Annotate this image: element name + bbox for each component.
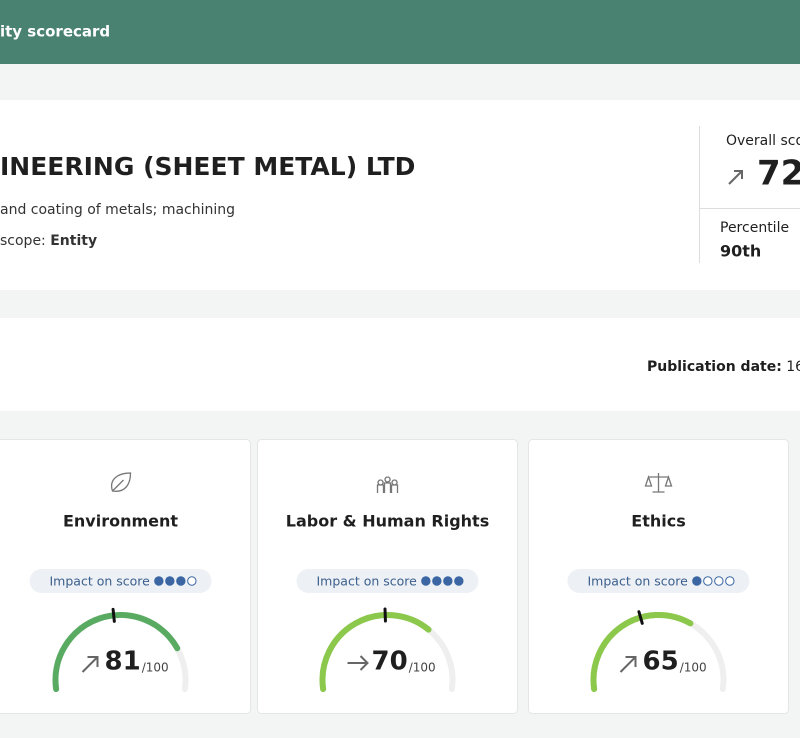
impact-dot bbox=[187, 576, 197, 586]
card-title: Labor & Human Rights bbox=[286, 512, 489, 531]
impact-dot bbox=[725, 576, 735, 586]
card-title: Ethics bbox=[631, 512, 685, 531]
score-max: /100 bbox=[142, 661, 169, 675]
impact-pill bbox=[296, 569, 479, 593]
impact-dot bbox=[154, 576, 164, 586]
card-icon bbox=[644, 473, 673, 493]
gauge-fill bbox=[319, 612, 432, 693]
percentile-value: 90th bbox=[720, 242, 761, 261]
publication-panel bbox=[0, 318, 800, 411]
impact-dot bbox=[692, 576, 702, 586]
impact-pill bbox=[567, 569, 750, 593]
header-title: ity scorecard bbox=[0, 23, 110, 41]
scope-label: scope: Entity bbox=[0, 233, 97, 249]
trend-arrow bbox=[619, 656, 637, 673]
impact-dot bbox=[176, 576, 186, 586]
trend-arrow bbox=[728, 170, 743, 185]
publication: Publication date: 16 J bbox=[647, 359, 800, 375]
impact-dot bbox=[454, 576, 464, 586]
card-icon bbox=[110, 472, 132, 492]
score-max: /100 bbox=[409, 661, 436, 675]
impact-dot bbox=[165, 576, 175, 586]
gauge-marker bbox=[111, 607, 116, 623]
gauge-fill bbox=[590, 612, 694, 693]
cards: Environment Impact on score 81/100 Labor & … bbox=[0, 439, 789, 714]
impact-label: Impact on score bbox=[588, 574, 689, 589]
company-panel bbox=[0, 100, 800, 290]
score: 81 bbox=[105, 647, 141, 677]
impact-dot bbox=[432, 576, 442, 586]
impact-dot bbox=[443, 576, 453, 586]
overall-label: Overall sco bbox=[726, 133, 800, 149]
score: 70 bbox=[372, 647, 408, 677]
score-max: /100 bbox=[680, 661, 707, 675]
header-bar bbox=[0, 0, 800, 64]
publication-date: 16 J bbox=[786, 359, 800, 375]
card-icon bbox=[376, 476, 399, 493]
scope-value: Entity bbox=[50, 233, 97, 249]
card-title: Environment bbox=[63, 512, 178, 531]
impact-dot bbox=[703, 576, 713, 586]
overall-score: 72/ bbox=[757, 154, 800, 194]
impact-pill bbox=[29, 569, 212, 593]
scope-label-text: scope: bbox=[0, 233, 46, 249]
impact-label: Impact on score bbox=[50, 574, 151, 589]
company-name: INEERING (SHEET METAL) LTD bbox=[0, 152, 415, 181]
trend-arrow bbox=[347, 655, 369, 671]
percentile-label: Percentile bbox=[720, 220, 789, 236]
gauge-fill bbox=[52, 612, 181, 693]
impact-dot bbox=[714, 576, 724, 586]
trend-arrow bbox=[81, 656, 99, 673]
impact-dot bbox=[421, 576, 431, 586]
publication-label: Publication date: bbox=[647, 359, 782, 375]
gauge-marker bbox=[637, 610, 644, 625]
score: 65 bbox=[643, 647, 679, 677]
impact-label: Impact on score bbox=[317, 574, 418, 589]
company-activity: and coating of metals; machining bbox=[0, 202, 235, 218]
